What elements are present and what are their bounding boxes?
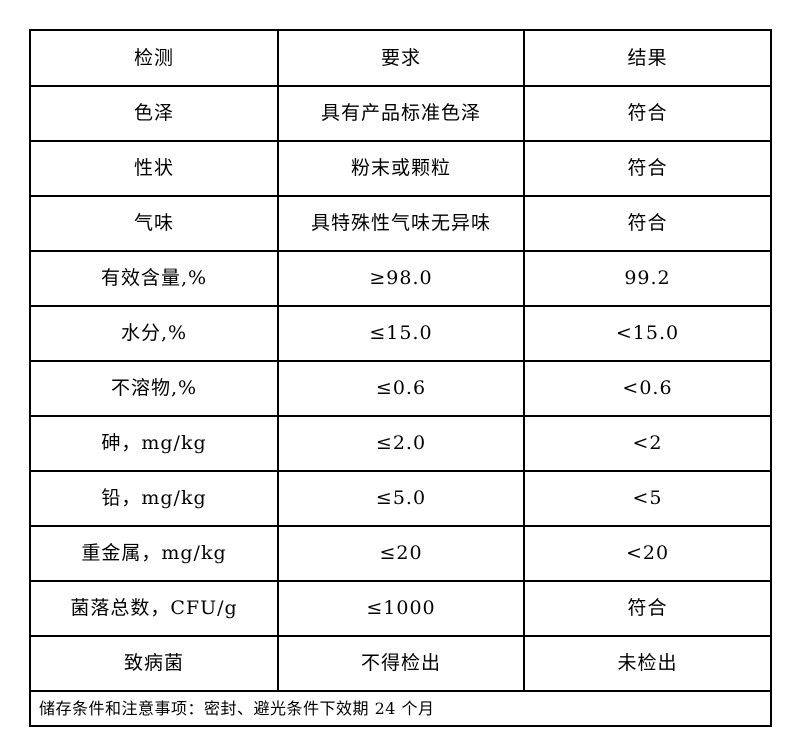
requirement-cell: 不得检出 — [277, 635, 525, 692]
test-name-cell: 铅，mg/kg — [29, 470, 279, 527]
requirement-cell: 粉末或颗粒 — [277, 140, 525, 197]
requirement-cell: ≤0.6 — [277, 360, 525, 417]
result-cell: 未检出 — [523, 635, 772, 692]
header-test: 检测 — [29, 29, 279, 87]
header-requirement: 要求 — [277, 29, 525, 87]
test-name-cell: 性状 — [29, 140, 279, 197]
table-row: 重金属，mg/kg ≤20 <20 — [29, 525, 772, 582]
result-cell: 符合 — [523, 85, 772, 142]
table-row: 菌落总数，CFU/g ≤1000 符合 — [29, 580, 772, 637]
table-row: 水分,% ≤15.0 <15.0 — [29, 305, 772, 362]
table-row: 气味 具特殊性气味无异味 符合 — [29, 195, 772, 252]
test-name-cell: 不溶物,% — [29, 360, 279, 417]
test-name-cell: 致病菌 — [29, 635, 279, 692]
requirement-cell: 具有产品标准色泽 — [277, 85, 525, 142]
table-row: 有效含量,% ≥98.0 99.2 — [29, 250, 772, 307]
test-name-cell: 水分,% — [29, 305, 279, 362]
table-footer-row: 储存条件和注意事项：密封、避光条件下效期 24 个月 — [29, 690, 772, 727]
header-result: 结果 — [523, 29, 772, 87]
requirement-cell: ≤2.0 — [277, 415, 525, 472]
result-cell: 99.2 — [523, 250, 772, 307]
result-cell: <15.0 — [523, 305, 772, 362]
result-cell: <0.6 — [523, 360, 772, 417]
test-name-cell: 色泽 — [29, 85, 279, 142]
requirement-cell: ≤15.0 — [277, 305, 525, 362]
table-row: 不溶物,% ≤0.6 <0.6 — [29, 360, 772, 417]
result-cell: 符合 — [523, 580, 772, 637]
test-name-cell: 重金属，mg/kg — [29, 525, 279, 582]
result-cell: 符合 — [523, 140, 772, 197]
result-cell: <5 — [523, 470, 772, 527]
table-row: 铅，mg/kg ≤5.0 <5 — [29, 470, 772, 527]
table-header-row: 检测 要求 结果 — [29, 29, 772, 87]
table-row: 色泽 具有产品标准色泽 符合 — [29, 85, 772, 142]
result-cell: <2 — [523, 415, 772, 472]
storage-note: 储存条件和注意事项：密封、避光条件下效期 24 个月 — [29, 690, 772, 727]
test-name-cell: 菌落总数，CFU/g — [29, 580, 279, 637]
requirement-cell: 具特殊性气味无异味 — [277, 195, 525, 252]
requirement-cell: ≤5.0 — [277, 470, 525, 527]
inspection-result-table: 检测 要求 结果 色泽 具有产品标准色泽 符合 性状 粉末或颗粒 符合 气味 具… — [29, 29, 772, 727]
test-name-cell: 有效含量,% — [29, 250, 279, 307]
requirement-cell: ≥98.0 — [277, 250, 525, 307]
result-cell: 符合 — [523, 195, 772, 252]
requirement-cell: ≤1000 — [277, 580, 525, 637]
test-name-cell: 砷，mg/kg — [29, 415, 279, 472]
table-row: 性状 粉末或颗粒 符合 — [29, 140, 772, 197]
table-row: 砷，mg/kg ≤2.0 <2 — [29, 415, 772, 472]
result-cell: <20 — [523, 525, 772, 582]
requirement-cell: ≤20 — [277, 525, 525, 582]
table-row: 致病菌 不得检出 未检出 — [29, 635, 772, 692]
test-name-cell: 气味 — [29, 195, 279, 252]
